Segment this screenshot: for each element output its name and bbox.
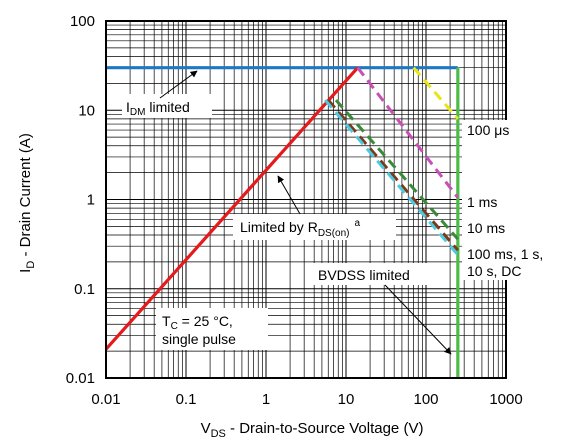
p100ms-label-line1: 100 ms, 1 s, [467,246,543,262]
x-tick-label: 1000 [489,391,522,408]
y-tick-labels: 0.01 0.1 1 10 100 [66,13,95,387]
y-axis-label: ID - Drain Current (A) [17,133,37,273]
idm-label-sub: DM [130,107,146,118]
series-p1ms-line [358,68,458,198]
x-tick-label: 1 [262,391,270,408]
p10ms-label: 10 ms [467,220,505,236]
p1ms-label: 1 ms [467,194,497,210]
x-tick-label: 10 [338,391,355,408]
p100ms-label-line2: 10 s, DC [467,263,521,279]
p100us-label: 100 μs [467,122,509,138]
x-tick-label: 0.1 [176,391,197,408]
x-axis-label-sub: DS [211,428,226,439]
tc-label-line2: single pulse [162,331,236,347]
y-tick-label: 1 [87,192,95,209]
bvdss-label: BVDSS limited [318,267,410,283]
rdson-label-sub: DS(on) [318,228,350,239]
x-axis-label: VDS - Drain-to-Source Voltage (V) [201,420,424,439]
y-tick-label: 0.1 [74,281,95,298]
y-tick-label: 0.01 [66,370,95,387]
rdson-label-sup: a [355,218,361,229]
y-axis-label-sub: D [25,261,37,269]
x-tick-label: 0.01 [91,391,120,408]
x-tick-label: 100 [413,391,438,408]
series-p100us-line [414,68,458,119]
x-tick-labels: 0.01 0.1 1 10 100 1000 [91,391,522,408]
y-tick-label: 100 [70,13,95,30]
y-tick-label: 10 [78,102,95,119]
